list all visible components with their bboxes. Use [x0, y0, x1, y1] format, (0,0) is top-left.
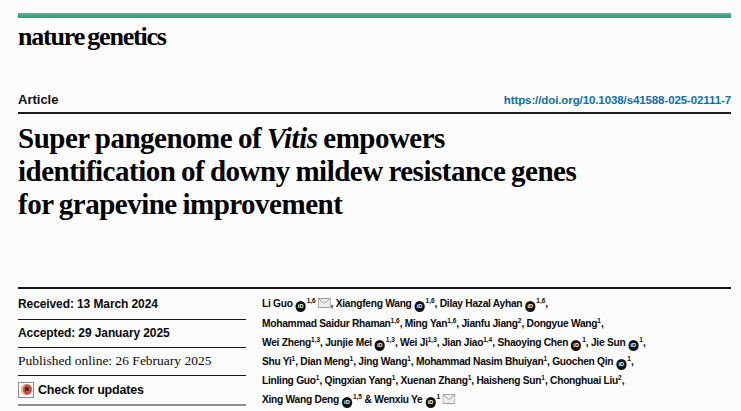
byline-section: Received: 13 March 2024 Accepted: 29 Janu…: [18, 287, 731, 410]
affiliation-superscript: 1: [436, 393, 440, 400]
author-name: Guochen QiniD1: [552, 355, 631, 367]
author-name: Wenxiu YeiD1: [374, 393, 455, 405]
orcid-icon[interactable]: iD: [616, 359, 626, 370]
article-type-label: Article: [18, 92, 58, 107]
affiliation-superscript: 1: [392, 374, 396, 381]
author-name: Shu Yi1: [262, 355, 295, 367]
title-text-pre: Super pangenome of: [18, 122, 267, 154]
author-name: Chonghuai Liu2: [550, 374, 622, 386]
author-name: Wei Ji1,3: [400, 336, 437, 348]
orcid-icon[interactable]: iD: [342, 397, 352, 408]
orcid-icon[interactable]: iD: [375, 340, 385, 351]
orcid-icon[interactable]: iD: [628, 340, 638, 351]
meta-row-accepted: Accepted: 29 January 2025: [18, 320, 246, 348]
crossmark-circle-icon: [21, 384, 32, 395]
envelope-icon[interactable]: [318, 295, 331, 314]
author-name: Linling Guo1: [262, 374, 319, 386]
affiliation-superscript: 1: [292, 355, 296, 362]
author-name: Shaoying CheniD1: [497, 336, 585, 348]
affiliation-superscript: 1,6: [536, 297, 545, 304]
affiliation-superscript: 1: [468, 374, 472, 381]
orcid-icon[interactable]: iD: [296, 301, 306, 312]
author-name: Mohammad Saidur Rhaman1,6: [262, 317, 400, 329]
article-meta-column: Received: 13 March 2024 Accepted: 29 Janu…: [18, 289, 246, 410]
affiliation-superscript: 1,5: [353, 393, 362, 400]
meta-text: Published online: 26 February 2025: [18, 353, 211, 369]
title-text-italic: Vitis: [267, 122, 318, 154]
check-for-updates-button[interactable]: Check for updates: [18, 376, 246, 406]
author-name: Mohammad Nasim Bhuiyan1: [416, 355, 547, 367]
affiliation-superscript: 1,6: [307, 297, 316, 304]
journal-page: nature genetics Article https://doi.org/…: [0, 13, 741, 411]
author-name: Haisheng Sun1: [476, 374, 545, 386]
author-name: Xing Wang DengiD1,5: [262, 393, 362, 405]
affiliation-superscript: 1,6: [426, 297, 435, 304]
doi-link[interactable]: https://doi.org/10.1038/s41588-025-02111…: [504, 94, 731, 106]
meta-row-published-online: Published online: 26 February 2025: [18, 348, 246, 376]
affiliation-superscript: 1: [582, 336, 586, 343]
orcid-icon[interactable]: iD: [571, 340, 581, 351]
affiliation-superscript: 1,3: [311, 336, 320, 343]
envelope-icon[interactable]: [442, 391, 455, 410]
affiliation-superscript: 1: [639, 336, 643, 343]
author-name: Li GuoiD1,6: [262, 297, 331, 309]
affiliation-superscript: 1,3: [428, 336, 437, 343]
orcid-icon[interactable]: iD: [425, 397, 435, 408]
author-name: Ming Yan1,6: [405, 317, 457, 329]
author-list: Li GuoiD1,6, Xiangfeng WangiD1,6, Dilay …: [262, 289, 736, 410]
affiliation-superscript: 1,4: [483, 336, 492, 343]
affiliation-superscript: 1,6: [391, 317, 400, 324]
author-name: Dongyue Wang1: [527, 317, 601, 329]
meta-row-received: Received: 13 March 2024: [18, 289, 246, 320]
crossmark-icon[interactable]: [18, 382, 34, 398]
author-name: Wei Zheng1,3: [262, 336, 320, 348]
meta-text: Received: 13 March 2024: [18, 297, 158, 311]
check-for-updates-label: Check for updates: [38, 383, 144, 397]
author-name: Jianfu Jiang2: [461, 317, 521, 329]
author-name: Jing Wang1: [358, 355, 410, 367]
author-name: Xiangfeng WangiD1,6: [336, 297, 435, 309]
orcid-icon[interactable]: iD: [525, 301, 535, 312]
author-name: Qingxian Yang1: [325, 374, 396, 386]
brand-color-bar: [18, 13, 731, 18]
affiliation-superscript: 1: [627, 355, 631, 362]
author-name: Junjie MeiiD1,3: [325, 336, 395, 348]
journal-masthead: nature genetics: [18, 23, 731, 52]
author-name: Xuenan Zhang1: [401, 374, 472, 386]
affiliation-superscript: 1,3: [386, 336, 395, 343]
affiliation-superscript: 1: [407, 355, 411, 362]
affiliation-superscript: 2: [518, 317, 522, 324]
author-name: Jie SuniD1: [591, 336, 643, 348]
orcid-icon[interactable]: iD: [414, 301, 424, 312]
affiliation-superscript: 1,6: [447, 317, 456, 324]
affiliation-superscript: 1: [350, 355, 354, 362]
affiliation-superscript: 1: [541, 374, 545, 381]
affiliation-superscript: 1: [543, 355, 547, 362]
affiliation-superscript: 1: [597, 317, 601, 324]
meta-text: Accepted: 29 January 2025: [18, 326, 170, 340]
author-name: Dian Meng1: [300, 355, 353, 367]
paper-title: Super pangenome of Vitis empowers identi…: [18, 122, 598, 221]
author-name: Dilay Hazal AyhaniD1,6: [440, 297, 546, 309]
authors-column: Li GuoiD1,6, Xiangfeng WangiD1,6, Dilay …: [262, 289, 741, 410]
header-rule: [18, 112, 731, 114]
author-name: Jian Jiao1,4: [442, 336, 492, 348]
article-header-row: Article https://doi.org/10.1038/s41588-0…: [18, 92, 731, 107]
meta-rows: Received: 13 March 2024 Accepted: 29 Janu…: [18, 289, 246, 376]
affiliation-superscript: 1: [316, 374, 320, 381]
affiliation-superscript: 2: [618, 374, 622, 381]
